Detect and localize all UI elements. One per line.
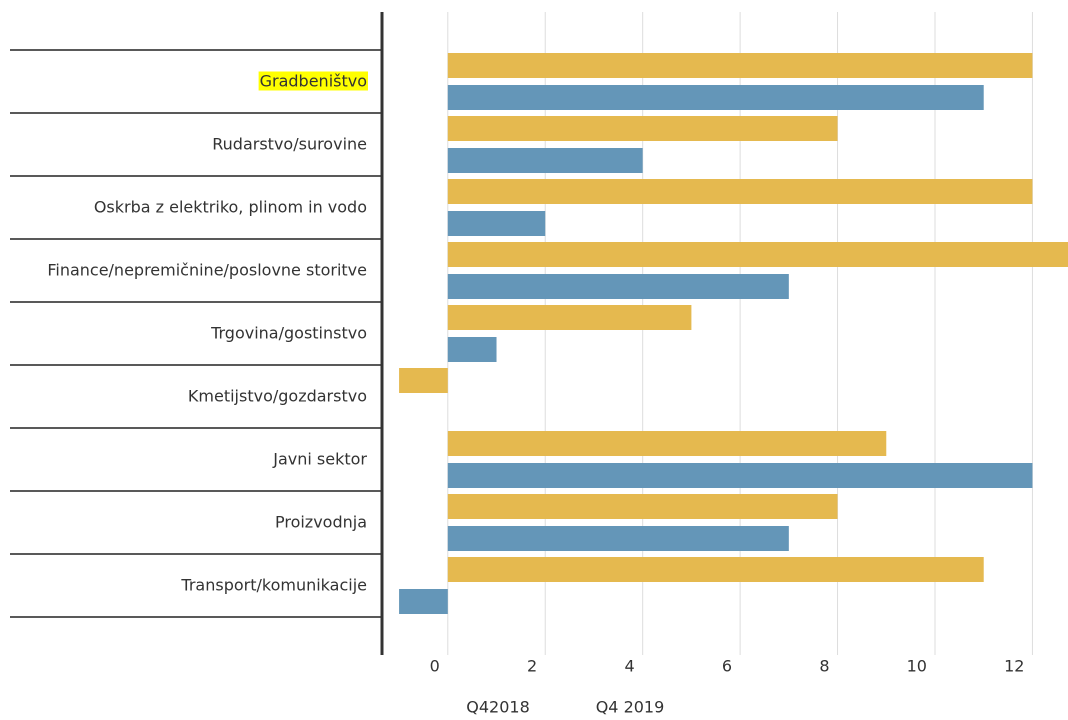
label-highlight bbox=[258, 71, 368, 91]
bar bbox=[447, 557, 984, 582]
bar bbox=[447, 116, 838, 141]
x-tick-label: 6 bbox=[722, 657, 732, 676]
bar bbox=[447, 494, 838, 519]
category-label: Rudarstvo/surovine bbox=[212, 135, 367, 154]
category-label: Transport/komunikacije bbox=[180, 576, 367, 595]
x-tick-label: 8 bbox=[819, 657, 829, 676]
x-tick-label: 2 bbox=[527, 657, 537, 676]
category-label: Finance/nepremičnine/poslovne storitve bbox=[47, 261, 367, 280]
bar bbox=[399, 368, 448, 393]
bar bbox=[447, 242, 1068, 267]
legend-label: Q42018 bbox=[466, 698, 530, 717]
bar bbox=[447, 463, 1033, 488]
bar bbox=[399, 589, 448, 614]
legend-label: Q4 2019 bbox=[596, 698, 665, 717]
bar bbox=[447, 431, 887, 456]
category-label: Kmetijstvo/gozdarstvo bbox=[188, 387, 367, 406]
category-label: Oskrba z elektriko, plinom in vodo bbox=[94, 198, 367, 217]
x-tick-label: 0 bbox=[430, 657, 440, 676]
x-tick-label: 12 bbox=[1004, 657, 1024, 676]
bar bbox=[447, 274, 789, 299]
bar bbox=[447, 53, 1033, 78]
bar bbox=[447, 179, 1033, 204]
category-label: Javni sektor bbox=[272, 450, 367, 469]
bar bbox=[447, 337, 497, 362]
bar bbox=[447, 305, 692, 330]
bar bbox=[447, 526, 789, 551]
bar bbox=[447, 211, 546, 236]
x-tick-label: 10 bbox=[907, 657, 927, 676]
category-label: Trgovina/gostinstvo bbox=[210, 324, 367, 343]
bar bbox=[447, 148, 643, 173]
x-tick-label: 4 bbox=[624, 657, 634, 676]
category-label: Proizvodnja bbox=[275, 513, 367, 532]
category-label: Gradbeništvo bbox=[260, 72, 367, 91]
bar bbox=[447, 85, 984, 110]
